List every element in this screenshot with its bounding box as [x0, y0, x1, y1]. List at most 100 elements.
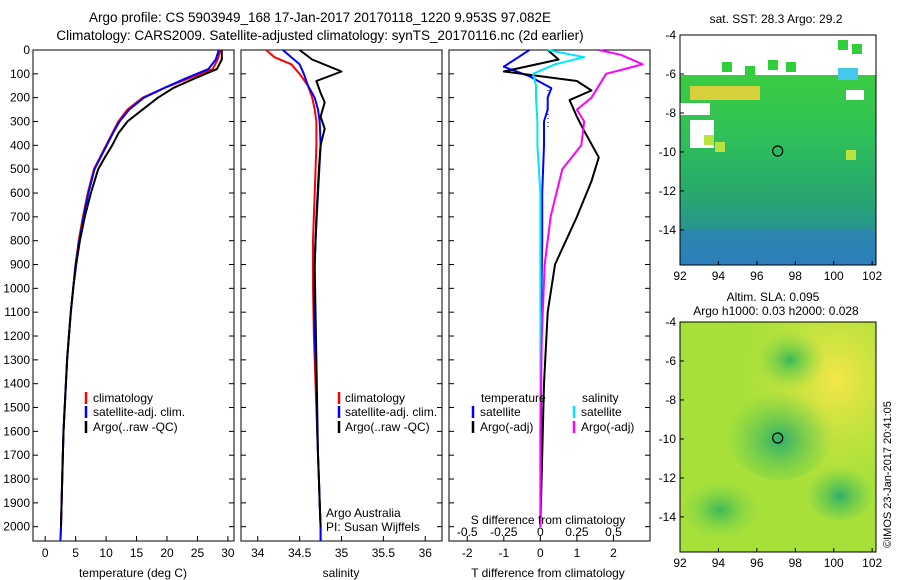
temperature-lines [59, 49, 223, 542]
map-x-tick-label: 94 [712, 556, 726, 570]
y-tick-label: 2000 [3, 520, 30, 534]
map-y-tick-label: -8 [665, 393, 676, 407]
sla-low-anomaly [680, 480, 760, 540]
climatology-subtitle: Climatology: CARS2009. Satellite-adjuste… [56, 28, 584, 43]
y-tick-label: 500 [10, 162, 30, 176]
x-tick-label: 5 [72, 546, 79, 560]
map-y-tick-label: -6 [665, 67, 676, 81]
series-line-argo-adj- [539, 49, 644, 527]
legend-label-satellite: satellite-adj. clim. [345, 405, 437, 419]
institution-annotation: Argo Australia [326, 506, 401, 520]
sst-map: sat. SST: 28.3 Argo: 29.2 92 94 96 98 100 102… [659, 12, 883, 283]
difference-lines [502, 49, 644, 527]
map-x-tick-label: 96 [750, 556, 764, 570]
y-tick-label: 700 [10, 210, 30, 224]
salinity-panel: 34 34.5 35 35.5 36 salinity climatology sate… [240, 49, 443, 580]
map-x-tick-label: 94 [712, 269, 726, 283]
map-x-tick-label: 100 [824, 269, 844, 283]
legend-title-salinity: salinity [582, 391, 619, 405]
x-tick-label: 2 [610, 546, 617, 560]
y-tick-label: 900 [10, 258, 30, 272]
legend-label-t-satellite: satellite [480, 405, 521, 419]
series-line-argo-raw-qc- [60, 50, 223, 527]
s-difference-label: S difference from climatology [471, 513, 626, 527]
sst-cool-band [680, 230, 876, 265]
y-tick-label: 1200 [3, 329, 30, 343]
salinity-legend: climatology satellite-adj. clim. Argo(..… [337, 391, 437, 434]
sla-low-anomaly [725, 380, 835, 480]
y-tick-label: 1900 [3, 496, 30, 510]
sst-pixel [846, 150, 856, 160]
y-tick-label: 800 [10, 234, 30, 248]
argo-float-marker [772, 432, 784, 444]
s-tick-label: -0.25 [490, 525, 518, 539]
sst-field [680, 35, 876, 265]
map-x-tick-label: 102 [862, 269, 882, 283]
sst-map-frame [679, 34, 877, 266]
sla-map-ticks: 92 94 96 98 100 102 -4 -6 -8 -10 -12 -14 [659, 315, 883, 570]
legend-title-temperature: temperature [481, 391, 546, 405]
map-x-tick-label: 96 [750, 269, 764, 283]
sla-map-frame [679, 321, 877, 553]
x-tick-label: 34.5 [288, 546, 312, 560]
salinity-ticks: 34 34.5 35 35.5 36 [241, 49, 442, 560]
y-tick-label: 100 [10, 67, 30, 81]
sst-map-ticks: 92 94 96 98 100 102 -4 -6 -8 -10 -12 -14 [659, 28, 883, 283]
s-tick-label: 0.25 [565, 525, 589, 539]
map-x-tick-label: 92 [673, 556, 687, 570]
x-tick-label: 0 [537, 546, 544, 560]
series-line-climatology [59, 49, 222, 542]
sst-pixel [768, 60, 778, 70]
map-y-tick-label: -14 [659, 223, 677, 237]
sst-pixel [838, 40, 848, 50]
x-tick-label: 1 [574, 546, 581, 560]
legend-label-argo: Argo(..raw -QC) [93, 420, 178, 434]
map-x-tick-label: 92 [673, 269, 687, 283]
x-tick-label: 0 [42, 546, 49, 560]
salinity-axes-frame [240, 49, 443, 542]
y-tick-label: 1100 [4, 305, 30, 319]
x-tick-label: -1 [498, 546, 509, 560]
temperature-axes-frame [32, 49, 235, 542]
sst-pixel [852, 44, 862, 54]
y-tick-label: 300 [10, 115, 30, 129]
sla-map: Altim. SLA: 0.095 Argo h1000: 0.03 h2000… [659, 290, 883, 570]
legend-label-climatology: climatology [93, 391, 153, 405]
salinity-xlabel: salinity [323, 566, 360, 580]
y-tick-label: 1300 [3, 353, 30, 367]
sst-pixel [838, 68, 858, 80]
x-tick-label: 15 [130, 546, 144, 560]
sst-map-title: sat. SST: 28.3 Argo: 29.2 [710, 12, 843, 26]
difference-ticks: -2 -1 0 1 2 -0.5 -0.25 0 0.25 0.5 [449, 49, 650, 560]
legend-label-t-argo: Argo(-adj) [480, 420, 533, 434]
sst-pixel [745, 66, 755, 76]
y-tick-label: 600 [10, 186, 30, 200]
x-tick-label: 30 [221, 546, 235, 560]
sla-low-anomaly [755, 330, 825, 390]
sst-cloud-gap [680, 103, 710, 115]
series-line-satellite-adj-clim- [59, 49, 220, 542]
x-tick-label: 20 [160, 546, 174, 560]
map-x-tick-label: 100 [824, 556, 844, 570]
s-tick-label: 0 [537, 525, 544, 539]
sla-map-subtitle: Argo h1000: 0.03 h2000: 0.028 [693, 304, 859, 318]
sla-map-title: Altim. SLA: 0.095 [727, 290, 820, 304]
legend-label-s-argo: Argo(-adj) [581, 420, 634, 434]
x-tick-label: 35.5 [372, 546, 396, 560]
y-tick-label: 1500 [3, 401, 30, 415]
imos-timestamp: ©IMOS 23-Jan-2017 20:41:05 [882, 401, 894, 548]
sst-pixel [786, 62, 796, 72]
map-y-tick-label: -10 [659, 145, 677, 159]
x-tick-label: 25 [191, 546, 205, 560]
map-y-tick-label: -4 [665, 315, 676, 329]
legend-label-argo: Argo(..raw -QC) [345, 420, 430, 434]
y-tick-label: 1600 [3, 424, 30, 438]
legend-label-s-satellite: satellite [581, 405, 622, 419]
difference-panel: -2 -1 0 1 2 -0.5 -0.25 0 0.25 0.5 T difference fr… [448, 49, 651, 580]
map-y-tick-label: -12 [659, 184, 677, 198]
sla-low-anomaly [805, 460, 875, 520]
x-tick-label: 36 [419, 546, 433, 560]
series-line-argo-raw-qc- [298, 49, 343, 527]
series-line-argo-adj- [502, 49, 600, 527]
temperature-legend: climatology satellite-adj. clim. Argo(..… [84, 391, 185, 434]
